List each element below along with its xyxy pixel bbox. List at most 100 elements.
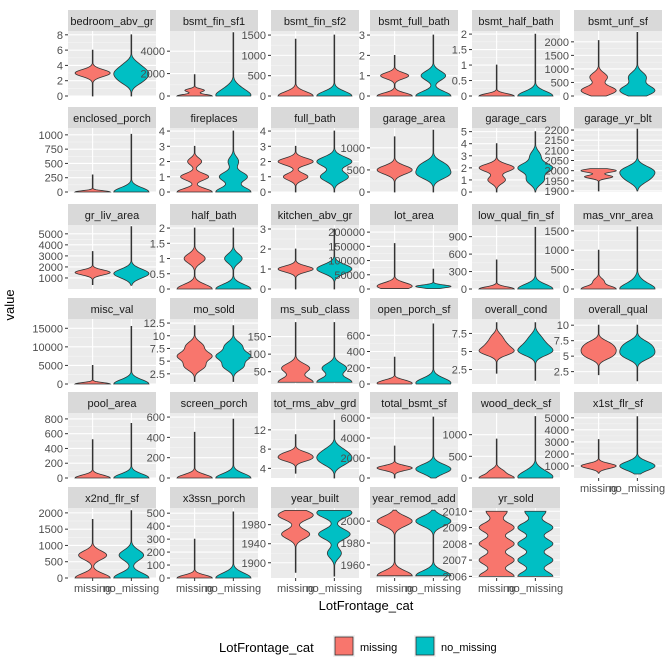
violin-no-missing (215, 32, 252, 97)
y-tick-label: 0 (461, 284, 467, 296)
facet-wood-deck-sf: wood_deck_sf 0 500 1000 (443, 392, 560, 485)
violin-no-missing (316, 130, 353, 193)
x-tick-label: no_missing (406, 583, 462, 595)
facet-strip-label: garage_yr_blt (584, 113, 651, 125)
y-tick-label: 0 (563, 284, 569, 296)
facet-panel (271, 31, 359, 96)
facet-fireplaces: fireplaces 0 1 2 3 4 (159, 107, 258, 199)
y-tick-label: 2006 (443, 571, 467, 583)
facet-bsmt-half-bath: bsmt_half_bath 0 0.5 1 1.5 2 (452, 10, 560, 103)
y-tick-label: 1500 (545, 226, 569, 238)
violin-no-missing (517, 510, 554, 577)
facet-bsmt-fin-sf1: bsmt_fin_sf1 0 2000 4000 (141, 10, 258, 103)
y-tick-label: 2200 (545, 125, 569, 137)
violin-no-missing (517, 33, 554, 97)
y-tick-label: 2100 (545, 145, 569, 157)
facet-misc-val: misc_val 0 5000 10000 15000 (32, 298, 156, 391)
y-tick-label: 2000 (39, 262, 63, 274)
y-tick-label: 300 (449, 267, 467, 279)
violin-missing (176, 227, 213, 290)
legend-key-no-missing (415, 636, 435, 656)
facet-strip (574, 298, 662, 319)
y-tick-label: 0.5 (150, 269, 165, 281)
y-tick-label: 0 (359, 91, 365, 103)
y-tick-label: 0 (461, 187, 467, 199)
facet-strip (170, 298, 258, 319)
facet-strip (370, 10, 458, 31)
violin-no-missing (113, 510, 150, 579)
y-tick-label: 1 (461, 60, 467, 72)
facet-strip-label: bsmt_fin_sf2 (284, 16, 346, 28)
facet-garage-area: garage_area 0 500 1000 (341, 107, 458, 199)
facet-strip (68, 298, 156, 319)
y-tick-label: 2 (461, 29, 467, 41)
facet-panel (472, 128, 560, 192)
y-tick-label: 4 (57, 60, 63, 72)
facet-strip (370, 204, 458, 225)
y-tick-label: 2009 (443, 523, 467, 535)
y-tick-label: 2000 (545, 37, 569, 49)
facet-open-porch-sf: open_porch_sf 0 200 400 600 (347, 298, 458, 391)
facet-strip-label: half_bath (191, 210, 236, 222)
violin-no-missing (113, 133, 150, 193)
facet-panel (574, 225, 662, 289)
y-tick-label: 0.5 (452, 76, 467, 88)
y-tick-label: 150000 (328, 241, 365, 253)
legend-label-missing: missing (360, 642, 397, 654)
y-tick-label: 0 (359, 187, 365, 199)
violin-no-missing (215, 511, 252, 579)
y-tick-label: 500 (248, 71, 266, 83)
y-tick-label: 5000 (39, 229, 63, 241)
y-tick-label: 3000 (545, 437, 569, 449)
y-tick-label: 600 (45, 429, 63, 441)
y-tick-label: 7.5 (150, 343, 165, 355)
facet-strip (370, 487, 458, 508)
y-tick-label: 3 (260, 224, 266, 236)
facet-strip-label: wood_deck_sf (480, 398, 552, 410)
y-tick-label: 2.5 (150, 369, 165, 381)
facet-strip-label: low_qual_fin_sf (478, 210, 555, 222)
y-tick-label: 7.5 (554, 336, 569, 348)
facet-strip (370, 298, 458, 319)
y-tick-label: 2008 (443, 539, 467, 551)
violin-no-missing (215, 325, 252, 382)
y-tick-label: 1 (159, 254, 165, 266)
y-tick-label: 3 (461, 151, 467, 163)
facet-strip-label: bsmt_fin_sf1 (183, 16, 245, 28)
facet-strip-label: mo_sold (193, 304, 235, 316)
y-tick-label: 0 (57, 91, 63, 103)
facet-strip-label: overall_qual (588, 304, 647, 316)
legend-key-missing (334, 636, 354, 656)
facet-strip (472, 10, 560, 31)
violin-no-missing (113, 422, 150, 479)
y-tick-label: 1000 (341, 143, 365, 155)
y-tick-label: 5 (563, 351, 569, 363)
y-tick-label: 8 (57, 30, 63, 42)
facet-enclosed-porch: enclosed_porch 0 250 500 750 1000 (39, 107, 156, 199)
facet-bsmt-full-bath: bsmt_full_bath 0 1 2 3 (359, 10, 458, 103)
y-tick-label: 50000 (334, 270, 365, 282)
facet-strip (68, 107, 156, 128)
facet-strip (574, 10, 662, 31)
facet-strip-label: x1st_flr_sf (593, 398, 644, 410)
y-tick-label: 5 (461, 347, 467, 359)
y-tick-label: 0 (57, 187, 63, 199)
facet-strip-label: full_bath (294, 113, 336, 125)
violin-missing (580, 40, 617, 97)
y-tick-label: 1500 (545, 50, 569, 62)
y-tick-label: 5 (461, 127, 467, 139)
facet-panels: bedroom_abv_gr02468bsmt_fin_sf1020004000… (32, 10, 665, 595)
y-tick-label: 50 (254, 367, 266, 379)
facet-low-qual-fin-sf: low_qual_fin_sf 0 300 600 900 (449, 204, 560, 296)
y-tick-label: 10 (557, 320, 569, 332)
y-tick-label: 0 (57, 573, 63, 585)
facet-strip-label: open_porch_sf (378, 304, 452, 316)
y-tick-label: 800 (45, 414, 63, 426)
y-tick-label: 4 (260, 126, 266, 138)
violin-no-missing (316, 509, 353, 577)
facet-strip (472, 204, 560, 225)
facet-strip (574, 204, 662, 225)
